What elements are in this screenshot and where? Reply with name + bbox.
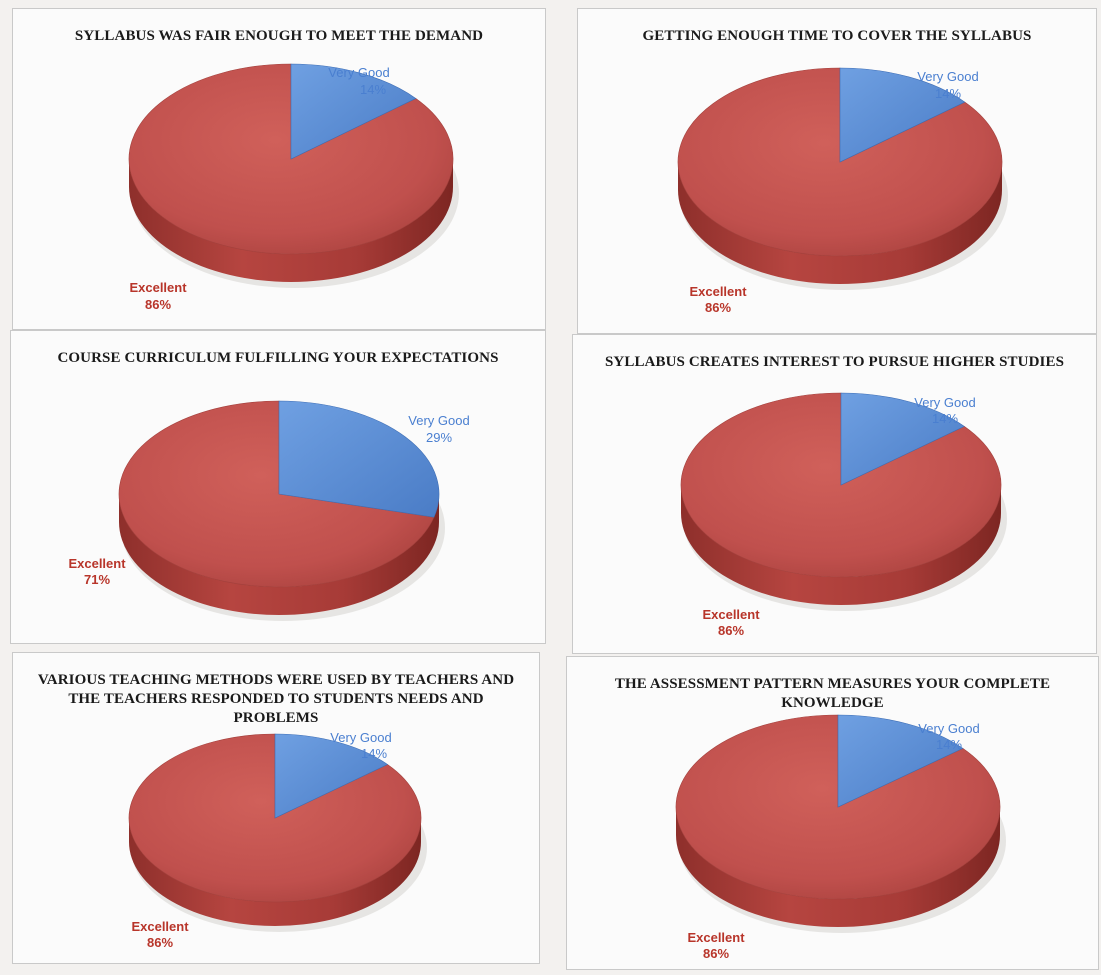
chart-panel-4: SYLLABUS CREATES INTEREST TO PURSUE HIGH… — [572, 334, 1097, 654]
data-label-excellent-percent: 86% — [147, 935, 173, 950]
data-label-very-good: Very Good — [328, 65, 389, 80]
data-label-very-good: Very Good — [918, 721, 979, 736]
data-label-excellent-percent: 86% — [145, 297, 171, 312]
data-label-very-good: Very Good — [914, 395, 975, 410]
chart-panel-2: GETTING ENOUGH TIME TO COVER THE SYLLABU… — [577, 8, 1097, 334]
data-label-excellent: Excellent — [129, 280, 187, 295]
chart-title: SYLLABUS CREATES INTEREST TO PURSUE HIGH… — [604, 354, 1065, 370]
data-label-excellent: Excellent — [68, 556, 126, 571]
chart-panel-1: SYLLABUS WAS FAIR ENOUGH TO MEET THE DEM… — [12, 8, 546, 330]
chart-title: VARIOUS TEACHING METHODS WERE USED BY TE… — [37, 672, 515, 726]
pie-slice-very-good — [840, 392, 965, 486]
data-label-very-good-percent: 14% — [360, 82, 386, 97]
chart-title: SYLLABUS WAS FAIR ENOUGH TO MEET THE DEM… — [74, 28, 484, 44]
pie-chart: Very Good 14% Excellent 86% — [128, 63, 459, 312]
pie-slice-very-good — [290, 63, 417, 160]
pie-side-wall — [129, 818, 421, 926]
chart-panel-6: THE ASSESSMENT PATTERN MEASURES YOUR COM… — [566, 656, 1099, 970]
pie-slice-very-good — [839, 67, 966, 163]
data-label-very-good: Very Good — [917, 69, 978, 84]
pie-slice-excellent — [118, 400, 435, 588]
data-label-very-good-percent: 14% — [935, 86, 961, 101]
data-label-excellent-percent: 86% — [705, 300, 731, 315]
pie-side-wall — [681, 485, 1001, 605]
chart-title: COURSE CURRICULUM FULFILLING YOUR EXPECT… — [57, 350, 499, 366]
data-label-excellent-percent: 86% — [718, 623, 744, 638]
data-label-very-good-percent: 14% — [932, 411, 958, 426]
data-label-very-good-percent: 14% — [361, 746, 387, 761]
pie-side-wall — [676, 807, 1000, 927]
pie-side-wall — [678, 162, 1002, 284]
data-label-excellent: Excellent — [131, 919, 189, 934]
data-label-excellent: Excellent — [687, 930, 745, 945]
data-label-very-good: Very Good — [330, 730, 391, 745]
data-label-very-good-percent: 29% — [426, 430, 452, 445]
pie-side-wall — [119, 494, 439, 615]
chart-title: GETTING ENOUGH TIME TO COVER THE SYLLABU… — [642, 28, 1032, 44]
pie-slice-very-good — [837, 714, 964, 808]
data-label-very-good: Very Good — [408, 413, 469, 428]
chart-panel-3: COURSE CURRICULUM FULFILLING YOUR EXPECT… — [10, 330, 546, 644]
data-label-excellent: Excellent — [689, 284, 747, 299]
data-label-excellent-percent: 86% — [703, 946, 729, 961]
data-label-excellent: Excellent — [702, 607, 760, 622]
pie-side-wall — [129, 159, 453, 282]
data-label-very-good-percent: 14% — [936, 737, 962, 752]
pie-slice-very-good — [274, 733, 389, 819]
pie-slice-very-good — [278, 400, 440, 518]
chart-panel-5: VARIOUS TEACHING METHODS WERE USED BY TE… — [12, 652, 540, 964]
data-label-excellent-percent: 71% — [84, 572, 110, 587]
chart-title: THE ASSESSMENT PATTERN MEASURES YOUR COM… — [614, 676, 1051, 711]
